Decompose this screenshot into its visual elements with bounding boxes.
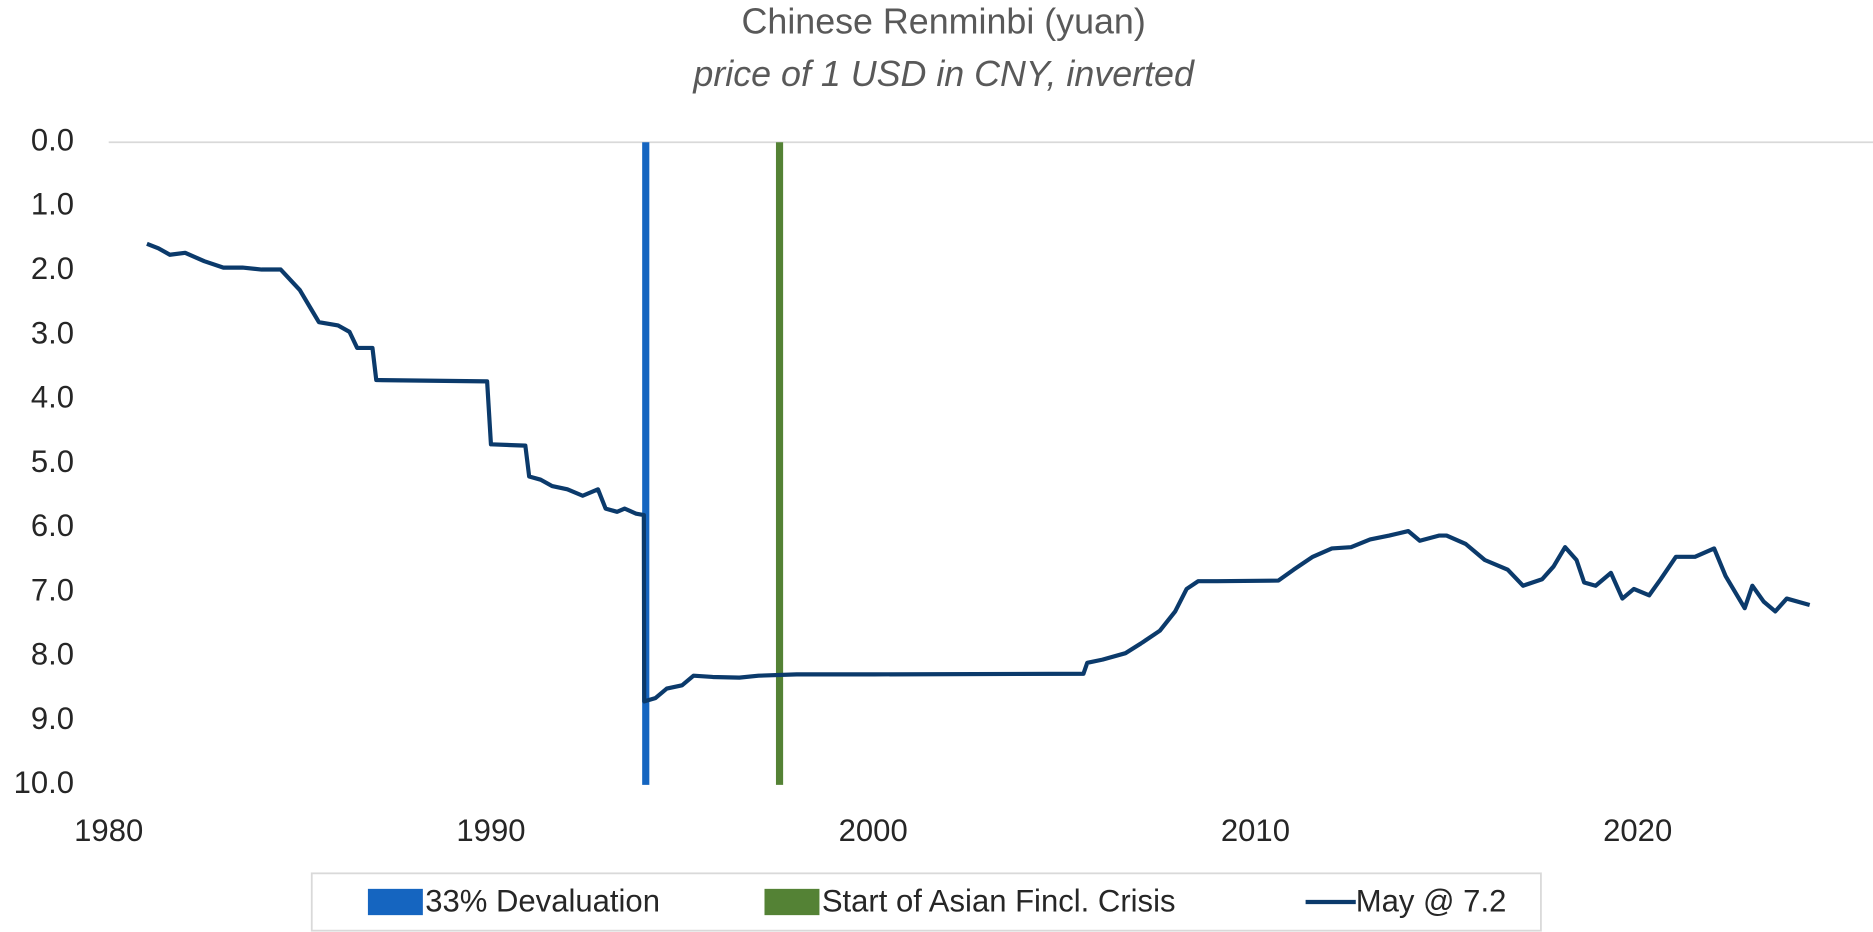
x-tick-label: 1990: [456, 813, 525, 848]
y-tick-label: 4.0: [31, 380, 74, 415]
y-tick-label: 3.0: [31, 315, 74, 350]
y-tick-label: 10.0: [14, 765, 74, 800]
y-tick-label: 7.0: [31, 572, 74, 607]
chart-title: Chinese Renminbi (yuan): [742, 1, 1146, 41]
y-tick-label: 2.0: [31, 251, 74, 286]
y-tick-label: 0.0: [31, 122, 74, 157]
legend-box: [310, 872, 1542, 932]
y-tick-label: 9.0: [31, 701, 74, 736]
legend-label: May @ 7.2: [1356, 883, 1507, 918]
legend-label: Start of Asian Fincl. Crisis: [822, 883, 1176, 918]
y-tick-label: 8.0: [31, 637, 74, 672]
legend-label: 33% Devaluation: [425, 883, 660, 918]
series-line: [146, 241, 1811, 704]
y-tick-label: 6.0: [31, 508, 74, 543]
chart-subtitle: price of 1 USD in CNY, inverted: [692, 54, 1195, 94]
x-tick-label: 2010: [1221, 813, 1290, 848]
x-tick-label: 2020: [1603, 813, 1672, 848]
x-tick-label: 1980: [74, 813, 143, 848]
legend-swatch: [367, 888, 423, 916]
y-tick-label: 5.0: [31, 444, 74, 479]
legend-swatch: [764, 888, 820, 916]
x-tick-label: 2000: [839, 813, 908, 848]
y-tick-label: 1.0: [31, 187, 74, 222]
